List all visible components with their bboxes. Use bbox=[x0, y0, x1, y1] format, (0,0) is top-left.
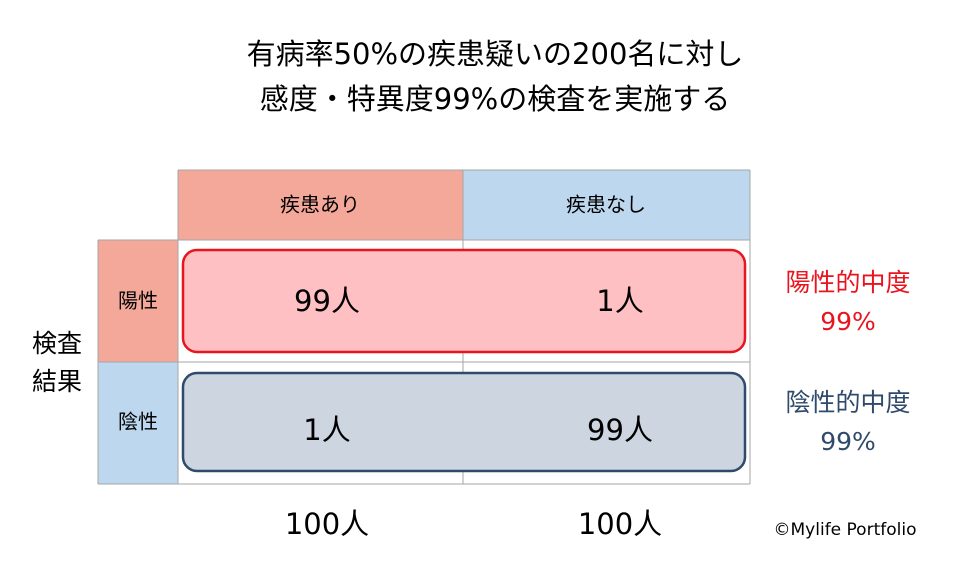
column-total: 100人 bbox=[285, 507, 369, 541]
row-group-label: 検査 bbox=[32, 329, 82, 358]
row-group-label: 結果 bbox=[32, 367, 82, 396]
cell: 99人 bbox=[587, 413, 653, 447]
negative-box bbox=[181, 371, 747, 473]
header-cell bbox=[463, 170, 750, 240]
positive-box bbox=[181, 248, 747, 354]
column-total: 100人 bbox=[578, 507, 662, 541]
title-line: 感度・特異度99%の検査を実施する bbox=[260, 82, 730, 116]
row-header-cell bbox=[98, 362, 178, 484]
cell: 99人 bbox=[294, 284, 360, 318]
row-header: 陽性 bbox=[118, 289, 158, 313]
predictive-value-label: 陽性的中度 bbox=[785, 268, 910, 297]
row-header-cell bbox=[98, 240, 178, 362]
predictive-value-label: 陰性的中度 bbox=[785, 388, 910, 417]
grid bbox=[97, 169, 751, 485]
predictive-value: 99% bbox=[820, 427, 876, 456]
header-cell bbox=[178, 170, 463, 240]
column-header: 疾患あり bbox=[280, 193, 360, 217]
predictive-value: 99% bbox=[820, 307, 876, 336]
cell: 1人 bbox=[596, 284, 643, 318]
row-header: 陰性 bbox=[118, 410, 158, 434]
column-header: 疾患なし bbox=[566, 193, 646, 217]
cell: 1人 bbox=[303, 413, 350, 447]
title-line: 有病率50%の疾患疑いの200名に対し bbox=[247, 37, 744, 71]
copyright: ©Mylife Portfolio bbox=[774, 520, 917, 540]
